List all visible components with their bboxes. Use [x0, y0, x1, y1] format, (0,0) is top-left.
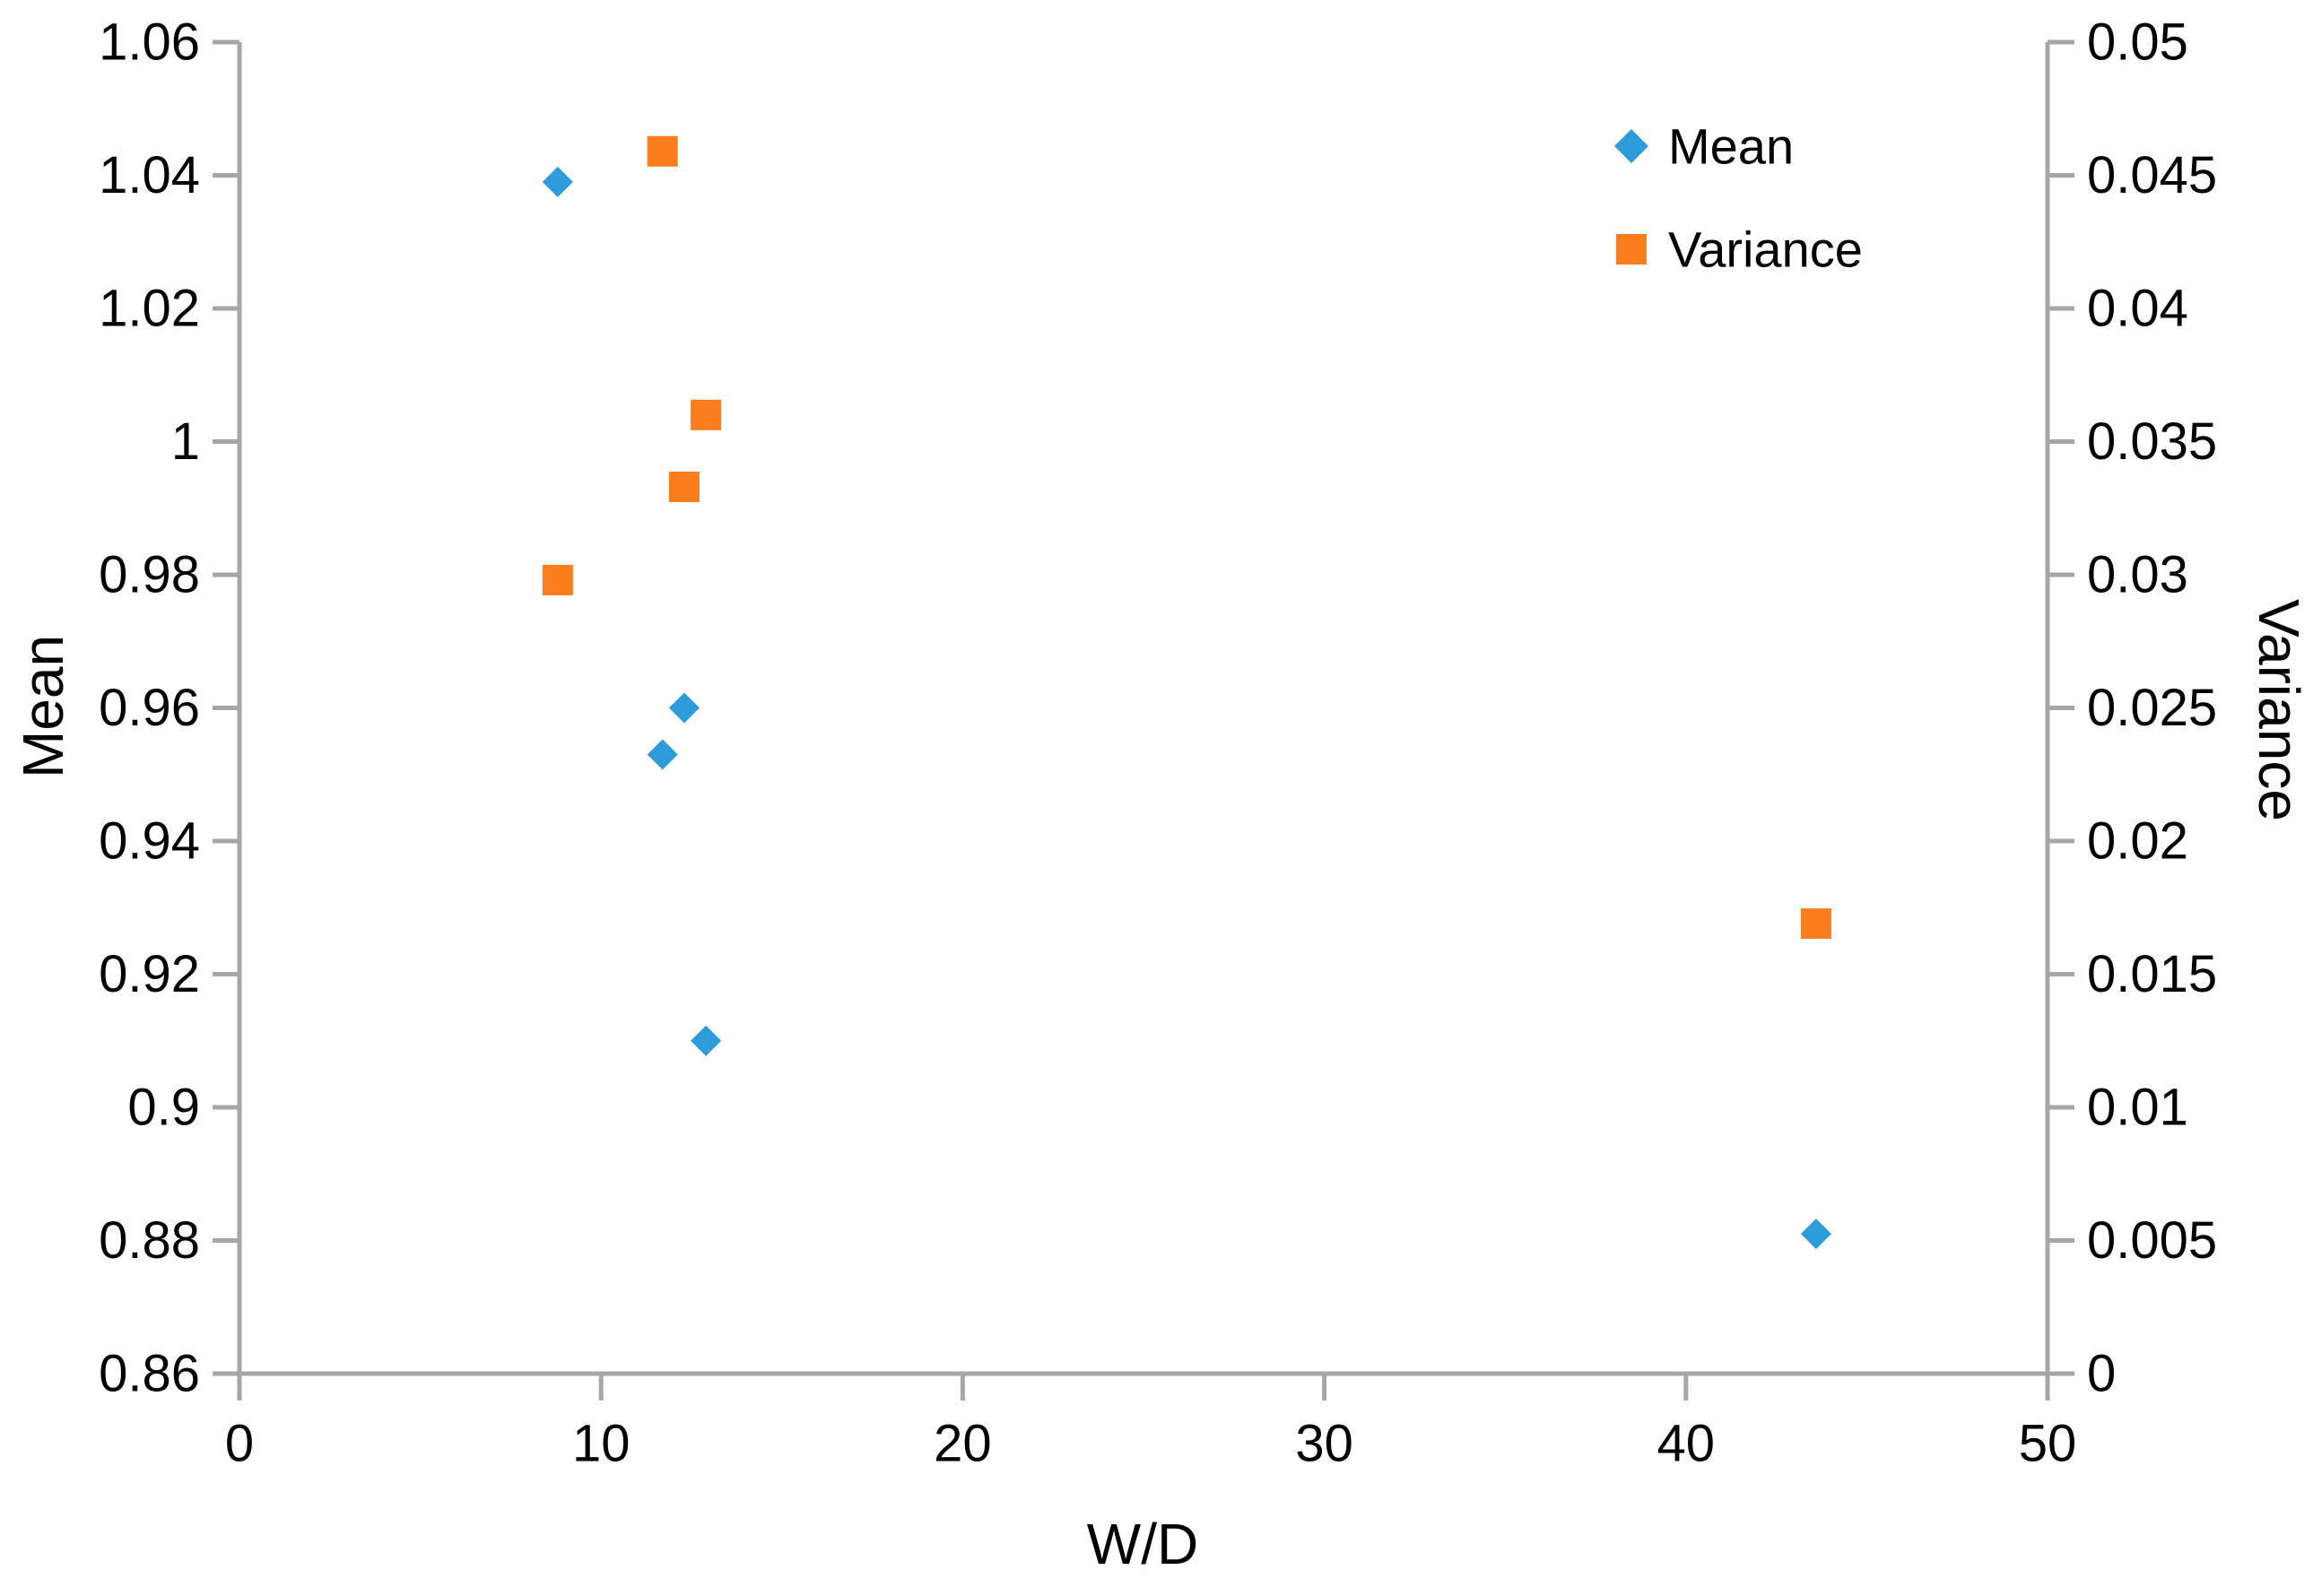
right-y-tick-label: 0.025: [2087, 679, 2217, 737]
data-point-variance: [668, 471, 700, 502]
right-y-tick-label: 0.015: [2087, 945, 2217, 1003]
left-y-tick-label: 0.88: [99, 1211, 200, 1270]
left-y-tick-label: 1.06: [99, 13, 200, 72]
right-y-tick-label: 0.04: [2087, 280, 2188, 338]
x-tick-label: 50: [2019, 1415, 2077, 1473]
x-tick-label: 10: [572, 1415, 630, 1473]
axes: [237, 42, 2067, 1400]
data-point-mean: [542, 166, 573, 197]
y-axis-title-left: Mean: [11, 635, 75, 778]
x-tick-label: 30: [1295, 1415, 1353, 1473]
left-y-tick-label: 0.92: [99, 945, 200, 1003]
right-y-tick-label: 0.005: [2087, 1211, 2217, 1270]
y-axis-title-right: Variance: [2247, 599, 2311, 821]
x-axis-title: W/D: [1087, 1512, 1198, 1576]
left-y-tick-label: 0.98: [99, 546, 200, 604]
left-y-tick-label: 1.02: [99, 280, 200, 338]
legend: Mean Variance: [1614, 118, 1863, 278]
data-point-variance: [542, 564, 573, 595]
right-y-tick-label: 0.05: [2087, 13, 2188, 72]
data-point-variance: [691, 399, 722, 430]
x-tick-label: 20: [934, 1415, 992, 1473]
left-y-tick-label: 0.86: [99, 1345, 200, 1403]
data-points: [542, 135, 1831, 1250]
right-y-tick-label: 0.02: [2087, 812, 2188, 871]
data-point-variance: [1800, 908, 1831, 940]
data-point-mean: [668, 692, 700, 724]
data-point-mean: [691, 1025, 722, 1056]
legend-label-variance: Variance: [1668, 221, 1863, 278]
left-y-tick-label: 0.96: [99, 679, 200, 737]
left-y-tick-label: 0.94: [99, 812, 200, 871]
left-y-tick-label: 1: [171, 412, 200, 471]
legend-variance-square-icon: [1616, 234, 1647, 265]
x-tick-label: 0: [225, 1415, 254, 1473]
data-point-mean: [1800, 1219, 1831, 1250]
axis-ticks-and-labels: 1.06 1.04 1.02 1 0.98 0.96 0.94 0.92 0.9 0.88 0.86…: [99, 13, 2217, 1473]
legend-label-mean: Mean: [1668, 118, 1794, 175]
right-y-tick-label: 0: [2087, 1345, 2116, 1403]
data-point-variance: [647, 135, 678, 167]
right-y-tick-label: 0.035: [2087, 412, 2217, 471]
x-tick-label: 40: [1657, 1415, 1716, 1473]
right-y-tick-label: 0.01: [2087, 1079, 2188, 1137]
right-y-tick-label: 0.03: [2087, 546, 2188, 604]
right-y-tick-label: 0.045: [2087, 146, 2217, 204]
data-point-mean: [647, 739, 678, 770]
legend-mean-diamond-icon: [1614, 129, 1648, 163]
left-y-tick-label: 1.04: [99, 146, 200, 204]
left-y-tick-label: 0.9: [127, 1079, 200, 1137]
